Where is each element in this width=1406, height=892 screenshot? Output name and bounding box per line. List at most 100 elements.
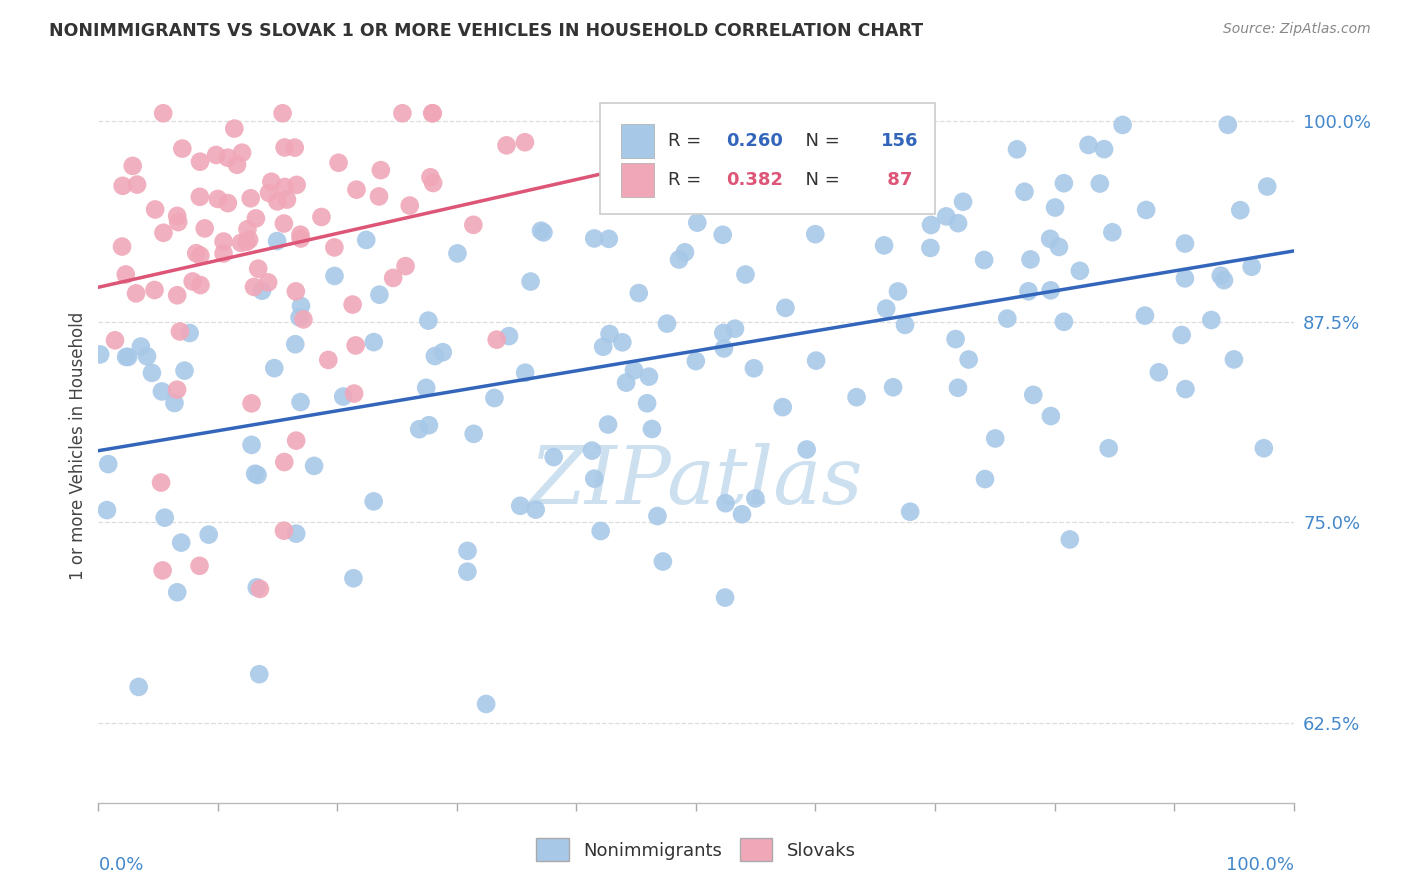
Point [290, 395, 312, 409]
Point [1133, 309, 1156, 323]
Point [212, 246, 235, 260]
Point [596, 417, 619, 432]
Point [197, 527, 219, 541]
Point [1147, 365, 1170, 379]
Point [422, 176, 444, 190]
Point [205, 148, 228, 162]
Point [419, 170, 441, 185]
Point [772, 400, 794, 414]
Point [290, 299, 312, 313]
Point [513, 135, 536, 149]
Point [150, 475, 173, 490]
Point [104, 333, 127, 347]
Point [290, 231, 312, 245]
Point [236, 222, 259, 236]
Point [498, 329, 520, 343]
Point [973, 252, 995, 267]
Point [1092, 142, 1115, 156]
Text: R =: R = [668, 171, 707, 189]
Point [363, 335, 385, 350]
Point [804, 227, 827, 242]
Text: 0.382: 0.382 [725, 171, 783, 189]
Point [935, 210, 957, 224]
Point [343, 386, 366, 401]
Point [273, 140, 295, 154]
Point [420, 106, 443, 120]
Point [636, 396, 658, 410]
Point [894, 318, 917, 332]
Point [368, 287, 391, 301]
Point [166, 209, 188, 223]
Text: 0.260: 0.260 [725, 132, 783, 150]
Point [945, 332, 967, 346]
Point [641, 422, 664, 436]
Point [432, 345, 454, 359]
Point [920, 241, 942, 255]
Point [422, 106, 444, 120]
Point [711, 227, 734, 242]
Point [207, 192, 229, 206]
Point [273, 524, 295, 538]
Point [658, 142, 681, 156]
Point [456, 565, 478, 579]
Point [152, 563, 174, 577]
Point [212, 235, 235, 249]
Point [190, 278, 212, 293]
Point [229, 235, 252, 250]
Point [775, 301, 797, 315]
Text: R =: R = [668, 132, 707, 150]
Point [246, 468, 269, 483]
Point [121, 159, 143, 173]
FancyBboxPatch shape [600, 103, 935, 214]
Point [713, 342, 735, 356]
Point [898, 505, 921, 519]
Point [217, 151, 239, 165]
Point [598, 232, 620, 246]
Point [1022, 388, 1045, 402]
Point [623, 363, 645, 377]
Point [179, 326, 201, 340]
Point [984, 432, 1007, 446]
Point [1213, 273, 1236, 287]
Point [1174, 382, 1197, 396]
Point [342, 297, 364, 311]
Text: N =: N = [794, 132, 845, 150]
Point [446, 246, 468, 260]
Text: 0.0%: 0.0% [98, 856, 143, 874]
Point [1201, 313, 1223, 327]
Point [457, 544, 479, 558]
Point [1047, 240, 1070, 254]
Point [641, 108, 664, 122]
Point [1039, 232, 1062, 246]
Point [398, 198, 420, 212]
Point [125, 178, 148, 192]
Point [263, 361, 285, 376]
Point [250, 284, 273, 298]
Point [1216, 118, 1239, 132]
Point [188, 248, 211, 262]
Point [1053, 176, 1076, 190]
Point [111, 239, 134, 253]
Point [423, 349, 446, 363]
Point [1077, 138, 1099, 153]
Point [814, 175, 837, 189]
Point [285, 526, 308, 541]
Point [346, 183, 368, 197]
Point [260, 175, 283, 189]
Point [111, 178, 134, 193]
Point [589, 524, 612, 538]
Bar [620, 124, 654, 159]
Point [318, 352, 340, 367]
Point [194, 221, 217, 235]
Point [226, 158, 249, 172]
Point [957, 352, 980, 367]
Point [685, 354, 707, 368]
Point [368, 189, 391, 203]
Point [583, 472, 606, 486]
Point [246, 580, 269, 594]
Point [887, 285, 910, 299]
Point [1229, 203, 1251, 218]
Point [394, 259, 416, 273]
Point [117, 350, 139, 364]
Point [284, 337, 307, 351]
